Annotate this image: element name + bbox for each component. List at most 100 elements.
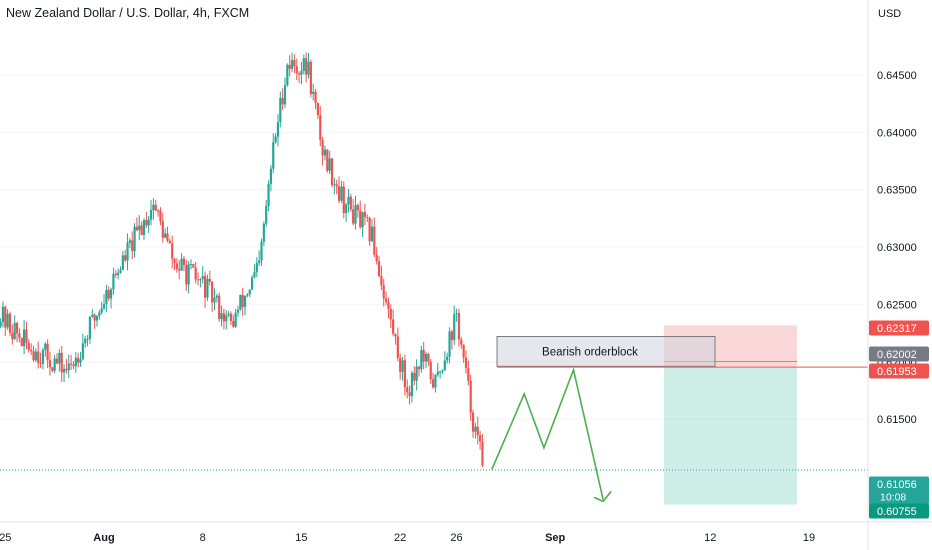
candle-body <box>424 353 428 362</box>
candle-body <box>471 412 475 432</box>
price-marker-countdown: 10:08 <box>880 492 906 504</box>
candle-body <box>417 366 421 370</box>
candle-body <box>422 350 425 362</box>
price-marker-label: 0.62317 <box>877 323 917 335</box>
candle-body <box>361 212 364 228</box>
candle-body <box>460 339 463 345</box>
candle-body <box>345 204 348 213</box>
y-tick-label: 0.63000 <box>877 242 917 254</box>
candle-body <box>30 349 33 352</box>
candle-body <box>464 357 468 369</box>
x-tick-label: 25 <box>0 532 11 544</box>
candle-body <box>119 270 122 273</box>
candle-body <box>267 183 270 207</box>
candle-body <box>290 59 294 69</box>
x-tick-label: Aug <box>93 532 114 544</box>
x-tick-label: 26 <box>450 532 462 544</box>
candle-body <box>37 351 40 363</box>
candle-body <box>218 295 221 320</box>
candle-body <box>208 278 211 282</box>
candle-body <box>239 294 242 310</box>
candle-body <box>180 258 183 271</box>
zones: Bearish orderblock <box>496 325 797 505</box>
candle-body <box>333 184 336 186</box>
candle-body <box>62 368 66 373</box>
candle-body <box>105 289 108 305</box>
candle-body <box>88 316 92 339</box>
candle-body <box>11 332 14 340</box>
candle-body <box>368 218 371 242</box>
candle-body <box>251 277 254 290</box>
candle-body <box>152 204 155 211</box>
candle-body <box>135 226 139 231</box>
candle-body <box>474 426 477 432</box>
candle-body <box>384 298 388 302</box>
candle-body <box>255 262 258 273</box>
candle-body <box>74 357 77 367</box>
price-marker-label: 0.62002 <box>877 349 917 361</box>
candle-body <box>260 241 263 261</box>
candle-body <box>276 122 280 137</box>
candle-body <box>164 233 167 238</box>
x-tick-label: 8 <box>200 532 206 544</box>
candle-body <box>293 59 296 67</box>
candle-body <box>168 240 171 244</box>
candle-body <box>300 70 303 75</box>
candle-body <box>434 375 437 388</box>
candle-body <box>48 360 52 368</box>
candle-body <box>192 263 195 268</box>
candle-body <box>441 370 444 372</box>
candle-body <box>159 210 162 222</box>
candle-body <box>312 91 315 94</box>
price-marker-label: 0.60755 <box>877 506 917 518</box>
candle-body <box>91 314 94 317</box>
grid <box>0 74 868 420</box>
candle-body <box>227 313 230 316</box>
candle-body <box>382 285 385 299</box>
candle-body <box>443 360 446 371</box>
y-tick-label: 0.63500 <box>877 185 917 197</box>
candle-body <box>232 320 235 327</box>
candle-body <box>396 336 399 358</box>
candle-body <box>55 358 59 364</box>
candle-body <box>429 361 432 380</box>
candle-body <box>408 392 411 397</box>
candle-body <box>469 380 472 413</box>
candle-body <box>138 225 141 231</box>
candle-body <box>98 312 101 316</box>
x-tick-label: 22 <box>394 532 406 544</box>
candle-body <box>363 212 367 218</box>
candle-body <box>356 205 359 211</box>
candle-body <box>171 243 174 259</box>
candle-body <box>248 289 251 295</box>
candle-body <box>58 352 61 364</box>
candle-body <box>225 315 228 322</box>
candle-body <box>279 97 282 123</box>
candle-body <box>431 379 435 388</box>
candle-body <box>387 301 390 309</box>
candle-body <box>298 73 301 75</box>
candle-body <box>427 353 430 362</box>
candle-body <box>95 315 99 321</box>
candle-body <box>453 314 456 341</box>
candle-body <box>140 225 143 235</box>
x-tick-label: 12 <box>704 532 716 544</box>
candle-body <box>201 276 204 280</box>
candle-body <box>51 367 54 371</box>
candle-body <box>281 97 284 105</box>
candle-body <box>44 343 47 350</box>
candle-body <box>161 221 164 238</box>
candle-body <box>236 309 240 313</box>
candle-body <box>319 115 322 141</box>
candle-body <box>112 273 115 290</box>
candle-body <box>272 142 275 169</box>
candle-body <box>347 196 350 205</box>
candle-body <box>6 313 9 328</box>
candle-body <box>258 260 261 263</box>
candle-body <box>446 356 449 361</box>
candle-body <box>436 371 439 376</box>
candle-body <box>229 313 233 321</box>
candles <box>0 52 484 468</box>
